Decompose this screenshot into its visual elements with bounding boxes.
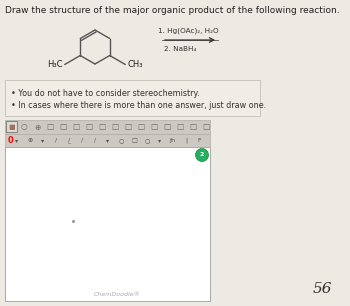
Text: □: □ [111,122,119,132]
Text: ƒn: ƒn [170,138,176,143]
Text: H₃C: H₃C [47,60,63,69]
Text: ▾: ▾ [41,138,44,143]
Text: |: | [185,138,187,143]
Text: □: □ [189,122,197,132]
Text: ▾: ▾ [106,138,110,143]
Text: F: F [197,138,201,143]
Text: /: / [55,138,57,143]
Text: ChemDoodle®: ChemDoodle® [94,292,141,297]
Bar [6,121,17,132]
Text: ○: ○ [144,138,150,143]
Text: □: □ [72,122,80,132]
Text: CH₃: CH₃ [127,60,143,69]
Text: □: □ [163,122,171,132]
Text: • In cases where there is more than one answer, just draw one.: • In cases where there is more than one … [11,101,266,110]
Text: □: □ [202,122,210,132]
Text: □: □ [124,122,132,132]
Text: ⊕: ⊕ [34,122,40,132]
Text: □: □ [85,122,93,132]
Text: /̲: /̲ [68,138,70,143]
Text: /: / [81,138,83,143]
Text: 2. NaBH₄: 2. NaBH₄ [164,46,196,52]
Text: □: □ [98,122,106,132]
Text: Draw the structure of the major organic product of the following reaction.: Draw the structure of the major organic … [5,6,339,15]
Text: ▾: ▾ [159,138,162,143]
Text: 1. Hg(OAc)₂, H₂O: 1. Hg(OAc)₂, H₂O [158,28,218,34]
Bar [5,80,260,116]
Text: □: □ [131,138,137,143]
Text: 56: 56 [312,282,332,296]
Text: ■: ■ [8,124,15,130]
Text: 0: 0 [7,136,13,145]
Bar [5,147,210,301]
Text: ▾: ▾ [15,138,19,143]
Text: • You do not have to consider stereochemistry.: • You do not have to consider stereochem… [11,89,199,98]
Text: □: □ [46,122,54,132]
Bar [5,120,210,134]
Text: □: □ [60,122,66,132]
Text: ⊕: ⊕ [27,138,33,143]
Text: □: □ [137,122,145,132]
Text: ○: ○ [21,122,27,132]
Text: 2: 2 [200,152,204,158]
Text: /: / [94,138,96,143]
Bar [5,134,210,147]
Text: □: □ [150,122,158,132]
Text: ○: ○ [118,138,124,143]
Text: □: □ [176,122,184,132]
Circle shape [196,148,209,162]
